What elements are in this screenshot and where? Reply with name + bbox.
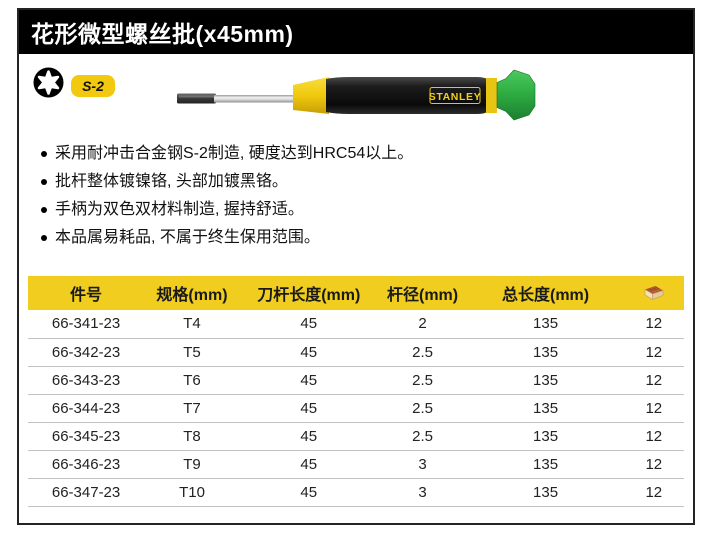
feature-text: 采用耐冲击合金钢S-2制造, 硬度达到HRC54以上。 [55, 145, 414, 162]
title-bar: 花形微型螺丝批(x45mm) [19, 10, 693, 54]
table-row: 66-344-23 T7 45 2.5 135 12 [28, 394, 684, 423]
cell-total-length: 135 [467, 310, 624, 339]
green-end-cap [496, 69, 536, 121]
cell-size: T4 [144, 310, 240, 339]
steel-grade-badge: S-2 [71, 75, 115, 97]
cell-total-length: 135 [467, 478, 624, 507]
screwdriver-image: STANLEY [177, 69, 536, 121]
cell-blade-length: 45 [239, 338, 378, 367]
spec-table: 件号 规格(mm) 刀杆长度(mm) 杆径(mm) 总长度(mm) [28, 276, 684, 507]
cell-blade-length: 45 [239, 450, 378, 479]
cell-pack-qty: 12 [623, 366, 684, 395]
cell-shaft-diameter: 2.5 [377, 338, 468, 367]
stanley-logo: STANLEY [429, 91, 481, 103]
cell-part-number: 66-342-23 [28, 338, 145, 367]
table-row: 66-341-23 T4 45 2 135 12 [28, 310, 684, 339]
cell-shaft-diameter: 2.5 [377, 366, 468, 395]
cell-part-number: 66-346-23 [28, 450, 145, 479]
catalog-page: 花形微型螺丝批(x45mm) S-2 [17, 8, 695, 525]
cell-pack-qty: 12 [623, 422, 684, 451]
cell-total-length: 135 [467, 366, 624, 395]
cell-size: T7 [144, 394, 240, 423]
cell-blade-length: 45 [239, 394, 378, 423]
cell-part-number: 66-345-23 [28, 422, 145, 451]
cell-total-length: 135 [467, 450, 624, 479]
feature-text: 批杆整体镀镍铬, 头部加镀黑铬。 [55, 173, 288, 190]
table-row: 66-347-23 T10 45 3 135 12 [28, 478, 684, 507]
steel-shaft [214, 95, 294, 103]
cell-size: T10 [144, 478, 240, 507]
cell-size: T9 [144, 450, 240, 479]
cell-total-length: 135 [467, 422, 624, 451]
table-row: 66-342-23 T5 45 2.5 135 12 [28, 338, 684, 367]
page-title: 花形微型螺丝批(x45mm) [31, 21, 294, 47]
feature-item: 手柄为双色双材料制造, 握持舒适。 [41, 196, 413, 224]
table-row: 66-345-23 T8 45 2.5 135 12 [28, 422, 684, 451]
yellow-ring [486, 78, 497, 113]
header-part-number: 件号 [28, 276, 145, 310]
cell-blade-length: 45 [239, 422, 378, 451]
page-content: S-2 [19, 54, 693, 523]
cell-shaft-diameter: 2.5 [377, 394, 468, 423]
cell-shaft-diameter: 2.5 [377, 422, 468, 451]
cell-blade-length: 45 [239, 366, 378, 395]
feature-item: 采用耐冲击合金钢S-2制造, 硬度达到HRC54以上。 [41, 140, 413, 168]
bullet-icon [41, 235, 47, 241]
bullet-icon [41, 179, 47, 185]
cell-pack-qty: 12 [623, 338, 684, 367]
header-total-length: 总长度(mm) [467, 276, 624, 310]
cell-part-number: 66-344-23 [28, 394, 145, 423]
header-shaft-diameter: 杆径(mm) [377, 276, 468, 310]
cell-pack-qty: 12 [623, 478, 684, 507]
header-pack-qty [623, 276, 684, 310]
cell-pack-qty: 12 [623, 394, 684, 423]
table-row: 66-343-23 T6 45 2.5 135 12 [28, 366, 684, 395]
feature-item: 批杆整体镀镍铬, 头部加镀黑铬。 [41, 168, 413, 196]
cell-part-number: 66-343-23 [28, 366, 145, 395]
cell-shaft-diameter: 3 [377, 450, 468, 479]
cell-total-length: 135 [467, 338, 624, 367]
cell-size: T5 [144, 338, 240, 367]
bullet-icon [41, 207, 47, 213]
cell-part-number: 66-347-23 [28, 478, 145, 507]
cell-pack-qty: 12 [623, 450, 684, 479]
header-blade-length: 刀杆长度(mm) [239, 276, 378, 310]
cell-blade-length: 45 [239, 478, 378, 507]
cell-part-number: 66-341-23 [28, 310, 145, 339]
feature-text: 本品属易耗品, 不属于终生保用范围。 [55, 229, 320, 246]
feature-text: 手柄为双色双材料制造, 握持舒适。 [55, 201, 304, 218]
table-row: 66-346-23 T9 45 3 135 12 [28, 450, 684, 479]
carton-box-icon [644, 286, 664, 301]
cell-total-length: 135 [467, 394, 624, 423]
cell-size: T6 [144, 366, 240, 395]
steel-grade-label: S-2 [82, 78, 104, 94]
cell-shaft-diameter: 2 [377, 310, 468, 339]
spec-table-header: 件号 规格(mm) 刀杆长度(mm) 杆径(mm) 总长度(mm) [28, 276, 684, 310]
cell-blade-length: 45 [239, 310, 378, 339]
yellow-collar [293, 77, 329, 114]
cell-shaft-diameter: 3 [377, 478, 468, 507]
black-handle [326, 77, 491, 114]
bullet-icon [41, 151, 47, 157]
cell-pack-qty: 12 [623, 310, 684, 339]
torx-tip [177, 93, 216, 104]
spec-table-body: 66-341-23 T4 45 2 135 12 66-342-23 T5 45… [28, 310, 684, 507]
feature-list: 采用耐冲击合金钢S-2制造, 硬度达到HRC54以上。 批杆整体镀镍铬, 头部加… [41, 140, 413, 252]
torx-star-icon [33, 67, 64, 98]
header-size: 规格(mm) [144, 276, 240, 310]
feature-item: 本品属易耗品, 不属于终生保用范围。 [41, 224, 413, 252]
cell-size: T8 [144, 422, 240, 451]
